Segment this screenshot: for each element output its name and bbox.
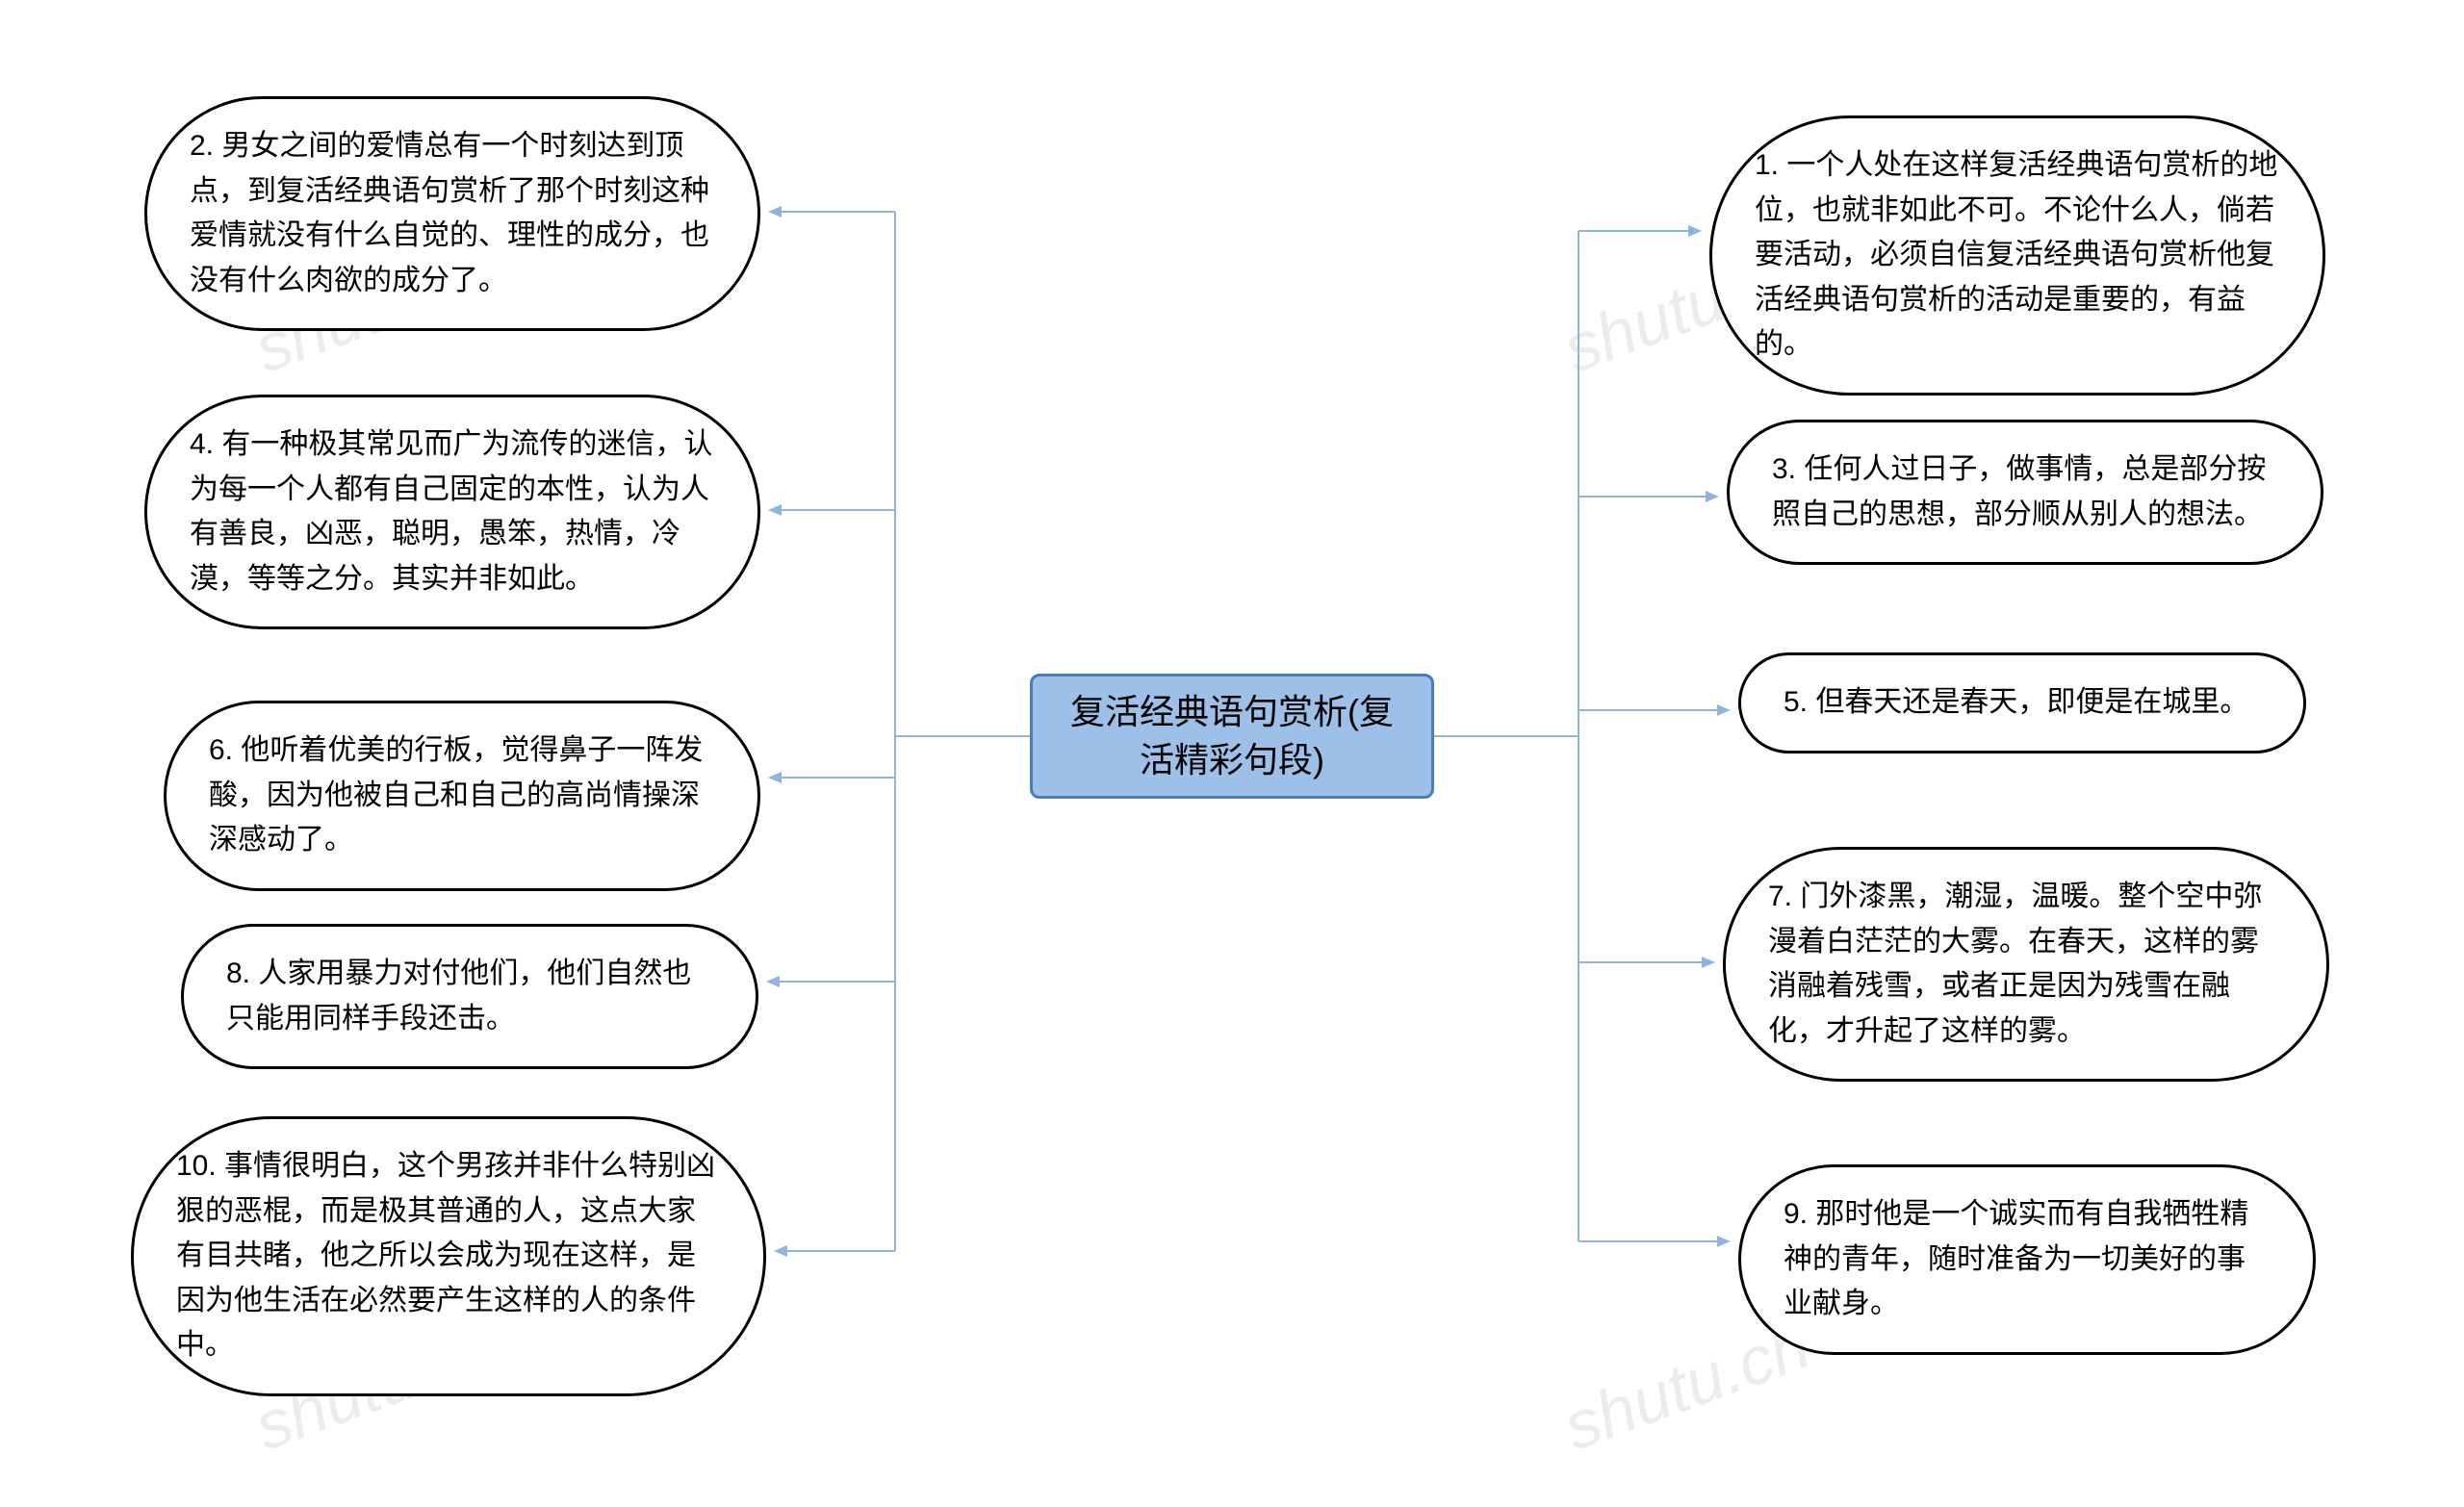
leaf-node-4: 4. 有一种极其常见而广为流传的迷信，认为每一个人都有自己固定的本性，认为人有善… [144,395,760,629]
leaf-text: 6. 他听着优美的行板，觉得鼻子一阵发酸，因为他被自己和自己的高尚情操深深感动了… [209,734,703,856]
leaf-text: 4. 有一种极其常见而广为流传的迷信，认为每一个人都有自己固定的本性，认为人有善… [190,428,712,595]
leaf-text: 2. 男女之间的爱情总有一个时刻达到顶点，到复活经典语句赏析了那个时刻这种爱情就… [190,130,709,296]
leaf-node-1: 1. 一个人处在这样复活经典语句赏析的地位，也就非如此不可。不论什么人，倘若要活… [1709,115,2325,396]
leaf-node-3: 3. 任何人过日子，做事情，总是部分按照自己的思想，部分顺从别人的想法。 [1727,420,2323,565]
leaf-text: 10. 事情很明白，这个男孩并非什么特别凶狠的恶棍，而是极其普通的人，这点大家有… [176,1150,715,1361]
leaf-text: 8. 人家用暴力对付他们，他们自然也只能用同样手段还击。 [226,958,691,1034]
leaf-text: 1. 一个人处在这样复活经典语句赏析的地位，也就非如此不可。不论什么人，倘若要活… [1755,149,2277,360]
leaf-node-5: 5. 但春天还是春天，即便是在城里。 [1738,652,2306,754]
leaf-text: 9. 那时他是一个诚实而有自我牺牲精神的青年，随时准备为一切美好的事业献身。 [1784,1198,2248,1319]
leaf-node-7: 7. 门外漆黑，潮湿，温暖。整个空中弥漫着白茫茫的大雾。在春天，这样的雾消融着残… [1723,847,2329,1082]
leaf-node-2: 2. 男女之间的爱情总有一个时刻达到顶点，到复活经典语句赏析了那个时刻这种爱情就… [144,96,760,331]
leaf-text: 3. 任何人过日子，做事情，总是部分按照自己的思想，部分顺从别人的想法。 [1772,453,2266,530]
leaf-node-8: 8. 人家用暴力对付他们，他们自然也只能用同样手段还击。 [181,924,758,1069]
leaf-node-10: 10. 事情很明白，这个男孩并非什么特别凶狠的恶棍，而是极其普通的人，这点大家有… [131,1116,766,1396]
leaf-text: 5. 但春天还是春天，即便是在城里。 [1784,686,2248,718]
center-node: 复活经典语句赏析(复活精彩句段) [1030,674,1434,799]
leaf-node-9: 9. 那时他是一个诚实而有自我牺牲精神的青年，随时准备为一切美好的事业献身。 [1738,1164,2316,1355]
leaf-node-6: 6. 他听着优美的行板，觉得鼻子一阵发酸，因为他被自己和自己的高尚情操深深感动了… [164,701,760,891]
center-node-text: 复活经典语句赏析(复活精彩句段) [1056,688,1408,785]
leaf-text: 7. 门外漆黑，潮湿，温暖。整个空中弥漫着白茫茫的大雾。在春天，这样的雾消融着残… [1768,881,2262,1047]
